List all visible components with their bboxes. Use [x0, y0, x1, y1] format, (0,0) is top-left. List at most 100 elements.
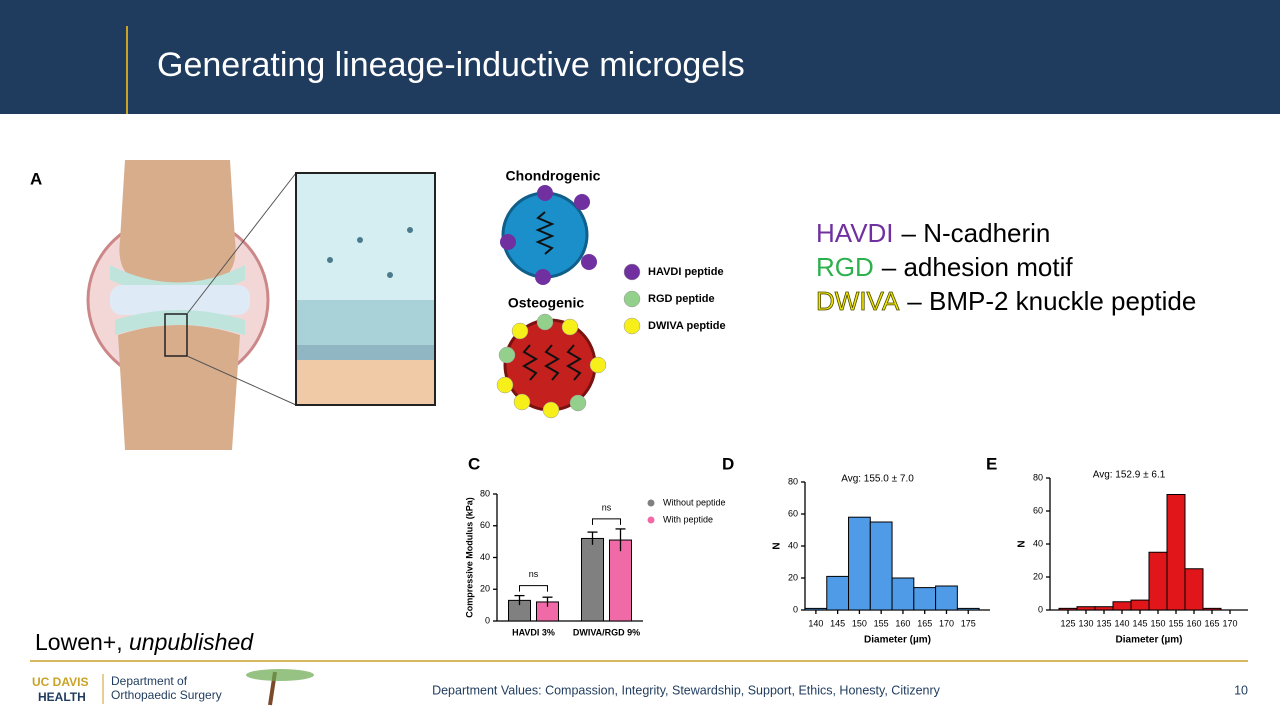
y-tick-label: 60 — [1033, 505, 1043, 515]
peptide-dot — [513, 393, 531, 411]
legend-swatch — [623, 290, 641, 308]
peptide-dot — [500, 234, 516, 250]
peptide-dot — [581, 254, 597, 270]
x-tick-label: 160 — [1186, 618, 1201, 628]
legend-swatch — [647, 516, 655, 524]
histogram-bar — [1202, 607, 1222, 611]
histogram-bar — [1166, 494, 1186, 611]
legend-label: Without peptide — [663, 497, 726, 507]
peptide-dot — [574, 194, 590, 210]
histogram-bar — [1094, 606, 1114, 611]
y-tick-label: 20 — [1033, 571, 1043, 581]
citation-author: Lowen+, — [35, 629, 123, 655]
legend-label: HAVDI peptide — [648, 266, 724, 278]
x-tick-label: 150 — [1150, 618, 1165, 628]
y-tick-label: 80 — [1033, 472, 1043, 482]
histogram-bar — [1184, 568, 1204, 611]
header-bar — [0, 0, 1280, 114]
page-number: 10 — [1234, 683, 1248, 697]
x-tick-label: 150 — [852, 618, 867, 628]
y-tick-label: 20 — [788, 572, 798, 582]
x-tick-label: 135 — [1096, 618, 1111, 628]
y-tick-label: 60 — [480, 520, 490, 530]
chart-note: Avg: 155.0 ± 7.0 — [841, 474, 914, 485]
x-tick-label: 145 — [1132, 618, 1147, 628]
logo-text: HEALTH — [38, 690, 86, 704]
legend-label: DWIVA peptide — [648, 320, 726, 332]
key-desc: – BMP-2 knuckle peptide — [907, 286, 1196, 316]
x-tick-label: 125 — [1060, 618, 1075, 628]
x-tick-label: 165 — [917, 618, 932, 628]
key-desc: – adhesion motif — [882, 252, 1074, 282]
x-tick-label: 155 — [1168, 618, 1183, 628]
x-tick-label: DWIVA/RGD 9% — [573, 627, 640, 637]
department: Orthopaedic Surgery — [111, 688, 222, 702]
key-line: DWIVA – BMP-2 knuckle peptide — [816, 286, 1196, 316]
x-axis-label: Diameter (µm) — [864, 635, 931, 646]
knee-illustration — [86, 160, 436, 450]
peptide-dot — [561, 318, 579, 336]
key-line: RGD – adhesion motif — [816, 252, 1073, 282]
legend-label: With peptide — [663, 514, 713, 524]
y-tick-label: 40 — [480, 552, 490, 562]
panel-label: D — [722, 454, 734, 473]
histogram-bar — [956, 607, 980, 611]
x-tick-label: 130 — [1078, 618, 1093, 628]
x-tick-label: 170 — [1222, 618, 1237, 628]
histogram-bar — [891, 577, 915, 611]
y-axis-label: N — [1017, 540, 1028, 547]
histogram-bar — [1058, 607, 1078, 611]
histogram-bar — [848, 516, 871, 611]
peptide-dot — [535, 269, 551, 285]
annotation: ns — [529, 569, 539, 579]
x-tick-label: 165 — [1204, 618, 1219, 628]
footer-values: Department Values: Compassion, Integrity… — [432, 683, 941, 697]
y-tick-label: 60 — [788, 508, 798, 518]
histogram-bar — [913, 587, 937, 611]
x-tick-label: HAVDI 3% — [512, 627, 555, 637]
peptide-dot — [498, 346, 516, 364]
x-tick-label: 175 — [961, 618, 976, 628]
histogram-bar — [1148, 551, 1168, 611]
panel-label: E — [986, 454, 997, 473]
key-desc: – N-cadherin — [902, 218, 1051, 248]
histogram-bar — [1130, 599, 1150, 611]
department: Department of — [111, 674, 188, 688]
histogram-bar — [1076, 606, 1096, 611]
histogram-bar — [1112, 601, 1132, 611]
peptide-dot — [537, 185, 553, 201]
peptide-dot — [536, 313, 554, 331]
x-axis-label: Diameter (µm) — [1116, 635, 1183, 646]
diagram-label: Chondrogenic — [506, 168, 601, 184]
panel-label: A — [30, 169, 42, 188]
title: Generating lineage-inductive microgels — [157, 46, 745, 84]
citation: Lowen+, unpublished — [35, 629, 254, 655]
histogram-bar — [804, 607, 828, 611]
panel-label: C — [468, 454, 480, 473]
histogram-bar — [935, 585, 958, 611]
y-tick-label: 20 — [480, 584, 490, 594]
y-axis-label: N — [772, 542, 783, 549]
y-tick-label: 40 — [788, 540, 798, 550]
y-tick-label: 40 — [1033, 538, 1043, 548]
ns-bracket — [592, 518, 621, 525]
chart-note: Avg: 152.9 ± 6.1 — [1093, 470, 1166, 481]
y-tick-label: 80 — [788, 476, 798, 486]
key-term: RGD — [816, 252, 874, 282]
microgel-diagram: Chondrogenic Osteogenic — [501, 168, 601, 412]
tree-logo — [246, 669, 314, 706]
y-axis-label: Compressive Modulus (kPa) — [464, 497, 474, 618]
y-tick-label: 0 — [485, 615, 490, 625]
bar — [581, 537, 604, 622]
ns-bracket — [519, 585, 548, 592]
x-tick-label: 155 — [874, 618, 889, 628]
key-line: HAVDI – N-cadherin — [816, 218, 1050, 248]
y-tick-label: 80 — [480, 488, 490, 498]
peptide-dot — [496, 376, 514, 394]
logo-text: UC DAVIS — [32, 675, 88, 689]
legend-swatch — [623, 263, 641, 281]
key-term: HAVDI — [816, 218, 894, 248]
citation-note: unpublished — [129, 629, 254, 655]
